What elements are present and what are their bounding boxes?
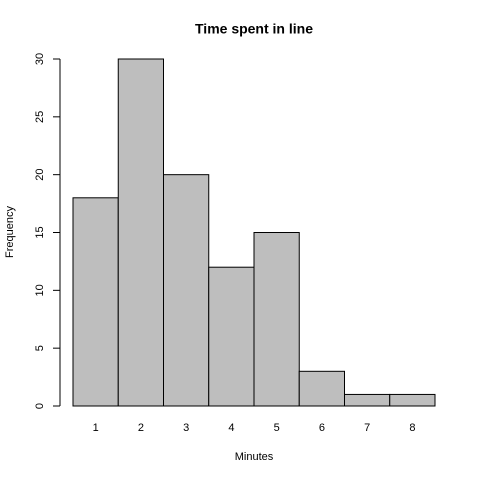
x-tick-label: 4 (228, 422, 234, 434)
x-tick-label: 2 (138, 422, 144, 434)
bar (208, 266, 255, 407)
y-tick-label: 20 (34, 169, 46, 181)
x-tick-label: 5 (274, 422, 280, 434)
bar (72, 197, 119, 407)
y-tick-label: 15 (34, 226, 46, 238)
x-tick-label: 6 (319, 422, 325, 434)
x-axis-label: Minutes (235, 451, 274, 463)
bar (163, 174, 210, 407)
y-tick-label: 30 (34, 53, 46, 65)
y-tick-label: 25 (34, 111, 46, 123)
bar (298, 370, 345, 407)
y-axis-label: Frequency (4, 206, 16, 258)
bar (253, 232, 300, 407)
x-tick-label: 7 (364, 422, 370, 434)
x-tick-label: 3 (183, 422, 189, 434)
bar (117, 58, 164, 407)
y-tick-label: 5 (34, 345, 46, 351)
chart-title: Time spent in line (195, 21, 313, 37)
y-tick-label: 10 (34, 284, 46, 296)
bar (344, 393, 391, 407)
bar (389, 393, 436, 407)
x-tick-label: 8 (409, 422, 415, 434)
y-tick-label: 0 (34, 403, 46, 409)
x-tick-label: 1 (93, 422, 99, 434)
